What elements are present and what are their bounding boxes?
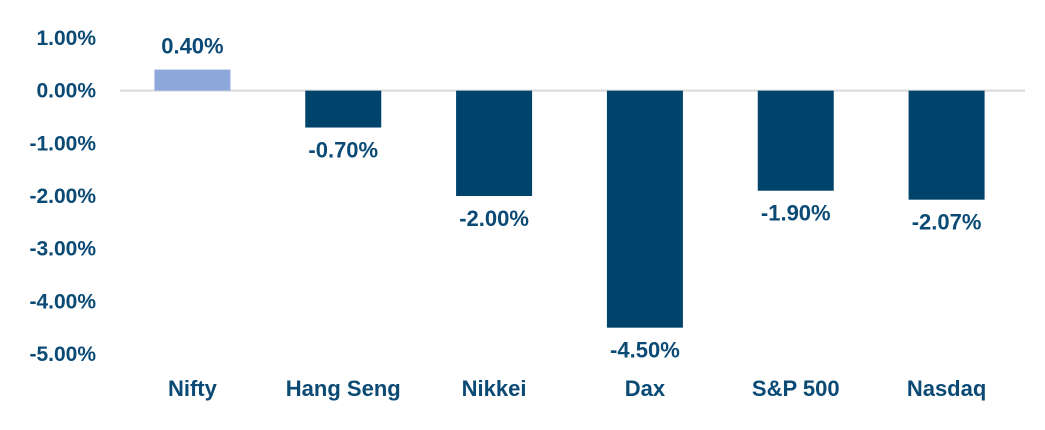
y-tick-label: -2.00% — [29, 185, 96, 208]
bar-nifty — [154, 69, 231, 91]
y-tick-label: -5.00% — [29, 343, 96, 366]
y-tick-label: 0.00% — [36, 80, 96, 103]
bar-nasdaq — [908, 90, 985, 200]
category-label: Nasdaq — [907, 376, 986, 401]
y-tick-label: -3.00% — [29, 238, 96, 261]
category-label: Nikkei — [462, 376, 527, 401]
category-label: Hang Seng — [286, 376, 401, 401]
category-label: S&P 500 — [752, 376, 840, 401]
y-tick-label: 1.00% — [36, 27, 96, 50]
y-axis: 1.00% 0.00% -1.00% -2.00% -3.00% -4.00% -5.00% — [29, 27, 96, 366]
bars — [154, 69, 985, 328]
data-labels: 0.40% -0.70% -2.00% -4.50% -1.90% -2.07% — [161, 34, 981, 363]
y-tick-label: -4.00% — [29, 290, 96, 313]
bar-nikkei — [456, 90, 533, 196]
data-label: -1.90% — [761, 201, 831, 226]
bar-s-p-500 — [757, 90, 834, 191]
bar-dax — [606, 90, 683, 328]
y-tick-label: -1.00% — [29, 132, 96, 155]
data-label: -4.50% — [610, 338, 680, 363]
x-axis: Nifty Hang Seng Nikkei Dax S&P 500 Nasdaq — [168, 376, 986, 401]
data-label: -2.00% — [459, 206, 529, 231]
data-label: 0.40% — [161, 34, 223, 59]
category-label: Dax — [625, 376, 666, 401]
bar-hang-seng — [305, 90, 382, 128]
data-label: -2.07% — [912, 210, 982, 235]
data-label: -0.70% — [308, 138, 378, 163]
category-label: Nifty — [168, 376, 218, 401]
